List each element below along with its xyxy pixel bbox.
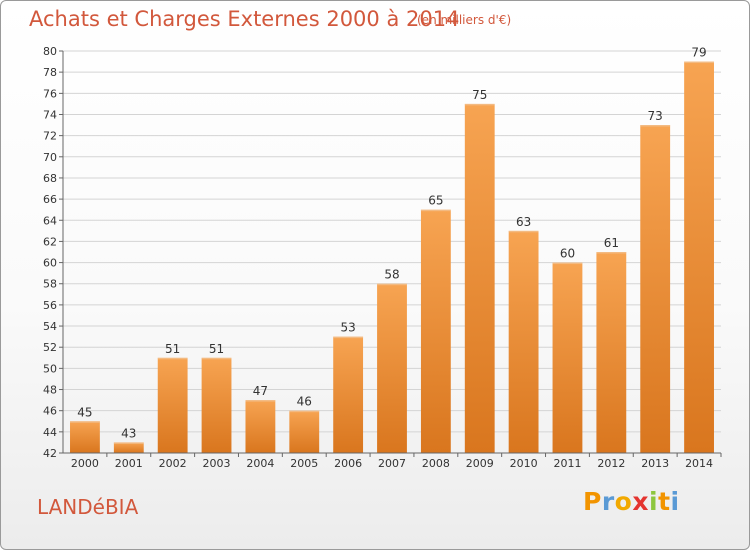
x-tick-label: 2008 <box>422 457 450 470</box>
bar-2008 <box>420 209 451 453</box>
bar-highlight <box>420 209 451 212</box>
y-tick-label: 74 <box>43 108 57 121</box>
x-tick-label: 2006 <box>334 457 362 470</box>
chart-unit: (en milliers d'€) <box>417 13 512 27</box>
y-tick-label: 78 <box>43 66 57 79</box>
logo-letter: t <box>658 487 671 516</box>
data-label-2008: 65 <box>428 194 443 208</box>
bar-2001 <box>113 442 144 453</box>
bar-2014 <box>684 61 714 453</box>
y-tick-label: 58 <box>43 278 57 291</box>
bar-highlight <box>464 103 495 106</box>
x-tick-label: 2004 <box>246 457 274 470</box>
x-tick-label: 2010 <box>510 457 538 470</box>
y-tick-label: 54 <box>43 320 57 333</box>
bar-highlight <box>640 125 671 127</box>
data-label-2003: 51 <box>209 342 224 356</box>
y-tick-label: 76 <box>43 87 57 100</box>
bar-highlight <box>377 283 407 286</box>
data-label-2000: 45 <box>77 405 92 419</box>
bar-2005 <box>289 410 320 453</box>
bar-2004 <box>245 400 276 453</box>
x-tick-label: 2001 <box>115 457 143 470</box>
bar-highlight <box>70 421 100 423</box>
x-tick-label: 2013 <box>641 457 669 470</box>
y-tick-label: 50 <box>43 362 57 375</box>
commune-name: LANDéBIA <box>37 495 139 519</box>
y-tick-label: 42 <box>43 447 57 460</box>
bar-highlight <box>157 357 188 360</box>
y-tick-label: 44 <box>43 426 57 439</box>
bar-highlight <box>552 262 583 265</box>
y-tick-label: 64 <box>43 214 57 227</box>
y-tick-label: 68 <box>43 172 57 185</box>
y-tick-label: 60 <box>43 257 57 270</box>
x-tick-label: 2011 <box>553 457 581 470</box>
proxiti-logo: Proxiti <box>583 487 680 516</box>
data-label-2004: 47 <box>253 384 268 398</box>
data-label-2002: 51 <box>165 342 180 356</box>
data-label-2007: 58 <box>384 268 399 282</box>
data-label-2013: 73 <box>648 109 663 123</box>
y-tick-label: 56 <box>43 299 57 312</box>
x-tick-label: 2002 <box>159 457 187 470</box>
y-tick-label: 52 <box>43 341 57 354</box>
y-tick-label: 66 <box>43 193 57 206</box>
bar-highlight <box>333 336 364 339</box>
y-tick-label: 80 <box>43 45 57 58</box>
logo-letter: x <box>632 487 649 516</box>
x-tick-label: 2014 <box>685 457 713 470</box>
y-tick-labels: 42 44 46 48 50 52 54 56 58 60 62 64 66 68 70 72 74 76 78 80 <box>43 45 57 460</box>
x-tick-label: 2009 <box>466 457 494 470</box>
bar-highlight <box>289 410 320 413</box>
bar-highlight <box>596 252 627 254</box>
x-tick-label: 2007 <box>378 457 406 470</box>
data-label-2001: 43 <box>121 426 136 440</box>
logo-letter: P <box>583 487 602 516</box>
bar-2007 <box>377 283 407 453</box>
bar-highlight <box>684 61 714 64</box>
x-tick-label: 2012 <box>597 457 625 470</box>
y-tick-label: 62 <box>43 235 57 248</box>
data-label-2005: 46 <box>297 395 312 409</box>
bar-highlight <box>508 230 539 233</box>
y-tick-label: 46 <box>43 405 57 418</box>
data-label-2010: 63 <box>516 215 531 229</box>
bar-highlight <box>245 400 276 402</box>
bar-2011 <box>552 262 583 453</box>
bar-2000 <box>70 421 100 453</box>
bar-2013 <box>640 125 671 453</box>
data-label-2014: 79 <box>691 46 706 60</box>
data-label-2012: 61 <box>604 236 619 250</box>
bar-2006 <box>333 336 364 453</box>
data-label-2011: 60 <box>560 247 575 261</box>
bar-highlight <box>113 442 144 444</box>
y-tick-label: 48 <box>43 384 57 397</box>
logo-letter: i <box>670 487 680 516</box>
bar-2009 <box>464 103 495 453</box>
data-label-2009: 75 <box>472 88 487 102</box>
y-tick-label: 72 <box>43 130 57 143</box>
axes <box>59 50 722 457</box>
x-tick-label: 2005 <box>290 457 318 470</box>
logo-letter: r <box>601 487 615 516</box>
bar-2002 <box>157 357 188 453</box>
bar-2010 <box>508 230 539 453</box>
data-label-2006: 53 <box>340 321 355 335</box>
x-tick-labels: 2000 2001 2002 2003 2004 2005 2006 2007 2008 2009… <box>71 457 713 470</box>
logo-letter: o <box>614 487 633 516</box>
chart-title: Achats et Charges Externes 2000 à 2014 <box>29 7 460 31</box>
bar-highlight <box>201 357 232 360</box>
bar-2003 <box>201 357 232 453</box>
bar-2012 <box>596 252 627 453</box>
logo-letter: i <box>649 487 659 516</box>
data-labels: 45 43 51 51 47 46 53 58 65 75 63 60 61 73 79 <box>77 46 706 441</box>
bars <box>70 61 714 453</box>
y-tick-label: 70 <box>43 151 57 164</box>
x-tick-label: 2003 <box>203 457 231 470</box>
x-tick-label: 2000 <box>71 457 99 470</box>
